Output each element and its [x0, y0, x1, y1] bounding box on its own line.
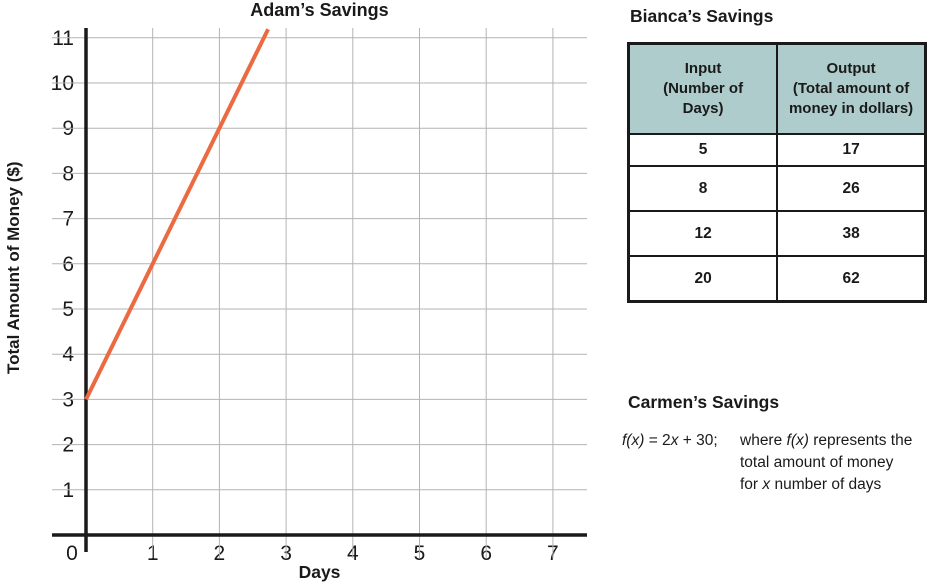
table-row: 20 62: [627, 255, 927, 303]
carmen-function-description: f(x) = 2x + 30; where f(x) represents th…: [622, 430, 927, 496]
table-row: 12 38: [627, 210, 927, 257]
formula-end: + 30;: [678, 432, 718, 449]
chart-title: Adam’s Savings: [250, 0, 389, 20]
carmen-formula: f(x) = 2x + 30;: [622, 430, 740, 496]
table-header-output: Output (Total amount of money in dollars…: [776, 42, 927, 135]
formula-mid: = 2: [644, 432, 671, 449]
table-row: 5 17: [627, 133, 927, 167]
formula-fx: f(x): [622, 432, 645, 449]
input-cell: 12: [627, 210, 779, 257]
savings-line: [84, 28, 270, 401]
carmens-savings-section: Carmen’s Savings f(x) = 2x + 30; where f…: [622, 392, 927, 496]
bianca-savings-table: Input (Number of Days) Output (Total amo…: [627, 42, 927, 303]
output-cell: 26: [776, 165, 927, 212]
table-row: 8 26: [627, 165, 927, 212]
input-cell: 20: [627, 255, 779, 303]
adams-savings-chart: Adam’s Savings Total Amount of Money ($)…: [4, 0, 587, 582]
output-cell: 62: [776, 255, 927, 303]
where-line1: where f(x) represents the: [740, 432, 913, 449]
carmen-where-text: where f(x) represents the total amount o…: [740, 430, 912, 496]
output-cell: 38: [776, 210, 927, 257]
formula-x: x: [670, 432, 679, 449]
bianca-title: Bianca’s Savings: [630, 6, 774, 26]
input-cell: 5: [627, 133, 779, 167]
output-cell: 17: [776, 133, 927, 167]
where-line3: for x number of days: [740, 476, 882, 493]
x-axis-label: Days: [298, 562, 341, 582]
table-header-row: Input (Number of Days) Output (Total amo…: [627, 42, 927, 135]
x-tick-label: 0: [66, 542, 78, 565]
carmen-title: Carmen’s Savings: [628, 392, 780, 412]
table-header-input: Input (Number of Days): [627, 42, 779, 135]
where-line2: total amount of money: [740, 454, 894, 471]
input-cell: 8: [627, 165, 779, 212]
